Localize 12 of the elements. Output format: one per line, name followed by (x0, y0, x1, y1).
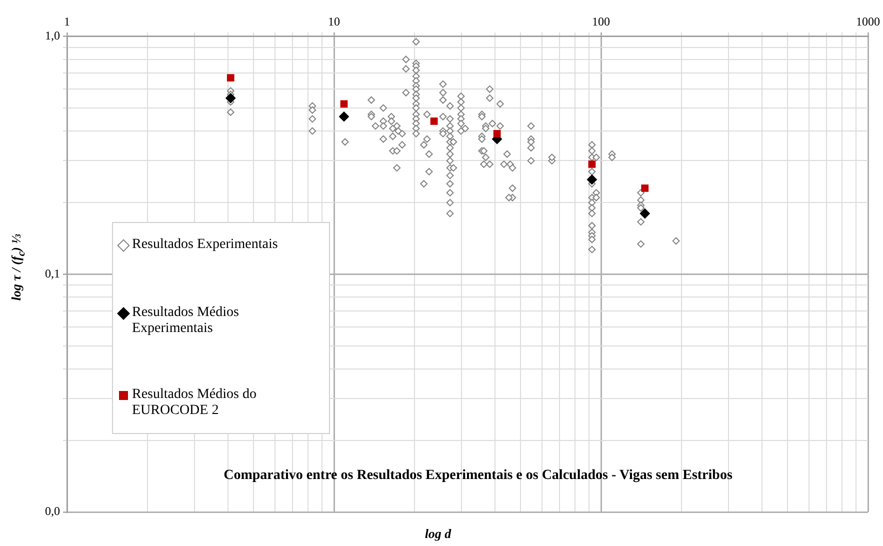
x-tick-label: 100 (592, 14, 610, 28)
legend-label: Resultados Médios do EUROCODE 2 (132, 387, 258, 419)
x-axis-title: log d (424, 526, 452, 542)
legend-label: Resultados Médios Experimentais (132, 304, 240, 336)
y-tick-label: 0,0 (45, 504, 60, 518)
legend-label: Resultados Experimentais (132, 237, 278, 253)
x-tick-label: 1000 (856, 14, 880, 28)
y-tick-label: 1,0 (45, 28, 60, 43)
y-tick-label: 0,1 (45, 266, 60, 280)
text: Comparativo entre os Resultados Experimentais e os Calculados - Vigas sem Estribos (222, 468, 734, 484)
x-tick-label: 1 (64, 14, 70, 28)
x-tick-label: 10 (328, 14, 340, 28)
